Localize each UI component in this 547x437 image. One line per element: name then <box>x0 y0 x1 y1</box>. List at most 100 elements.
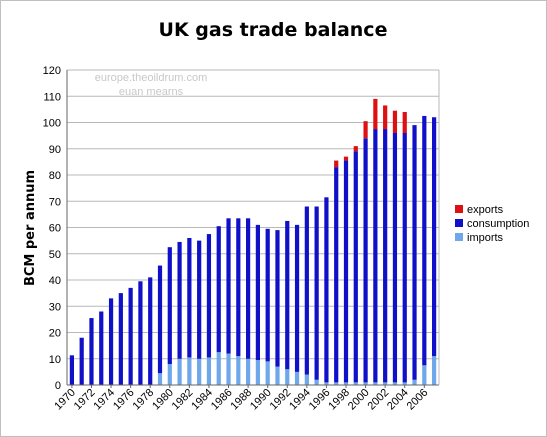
bar-consumption-2007 <box>432 117 437 357</box>
y-tick-label: 100 <box>43 118 61 130</box>
bar-consumption-1972 <box>89 318 94 385</box>
x-tick-label: 1990 <box>248 387 274 413</box>
x-tick-label: 1998 <box>326 387 352 413</box>
bar-consumption-2005 <box>412 125 417 380</box>
watermark-line-1: europe.theoildrum.com <box>95 72 208 84</box>
bar-consumption-1983 <box>197 240 202 359</box>
x-tick-label: 1978 <box>131 387 157 413</box>
bar-imports-2007 <box>432 356 437 385</box>
bar-consumption-1991 <box>275 230 280 367</box>
bar-consumption-2006 <box>422 115 427 366</box>
bar-consumption-1977 <box>138 281 143 385</box>
bar-consumption-1997 <box>334 167 339 383</box>
bar-consumption-1992 <box>285 220 290 370</box>
x-tick-label: 1986 <box>209 387 235 413</box>
x-tick-label: 2006 <box>405 387 431 413</box>
bar-imports-1986 <box>226 353 231 385</box>
bar-consumption-1970 <box>69 355 74 385</box>
bar-consumption-1979 <box>157 265 163 374</box>
x-tick-label: 1984 <box>189 387 215 413</box>
bar-consumption-1980 <box>167 247 172 364</box>
bar-imports-1998 <box>343 382 349 385</box>
x-tick-label: 2004 <box>385 387 411 413</box>
bars <box>69 98 437 385</box>
y-tick-label: 110 <box>43 91 61 103</box>
bar-consumption-1978 <box>148 277 153 385</box>
x-tick-label: 1992 <box>268 387 294 413</box>
legend-swatch-exports <box>455 205 463 213</box>
bar-exports-1997 <box>334 160 339 168</box>
y-tick-label: 80 <box>49 170 61 182</box>
bar-consumption-1981 <box>177 241 182 359</box>
y-tick-label: 70 <box>49 196 61 208</box>
y-tick-label: 40 <box>49 275 61 287</box>
bar-consumption-1993 <box>294 224 300 372</box>
legend-swatch-consumption <box>455 219 463 227</box>
bar-exports-2000 <box>363 121 368 139</box>
bar-imports-1980 <box>167 364 172 385</box>
bar-consumption-1988 <box>246 218 251 359</box>
bar-consumption-1985 <box>216 226 221 353</box>
bar-exports-2004 <box>402 112 407 133</box>
bar-imports-2005 <box>412 379 417 385</box>
bar-imports-1995 <box>314 379 319 385</box>
y-tick-label: 90 <box>49 144 61 156</box>
bar-consumption-1975 <box>118 293 123 385</box>
bar-consumption-1989 <box>255 224 260 361</box>
bar-exports-2003 <box>392 110 398 133</box>
x-tick-label: 1982 <box>170 387 196 413</box>
y-tick-label: 0 <box>55 380 61 392</box>
bar-imports-2000 <box>363 382 368 385</box>
bar-imports-1993 <box>294 371 300 385</box>
bar-imports-1988 <box>246 358 251 385</box>
bar-exports-1998 <box>343 156 349 161</box>
bar-imports-1999 <box>353 382 358 385</box>
x-tick-label: 2002 <box>365 387 391 413</box>
bar-imports-2002 <box>383 382 388 385</box>
bar-consumption-1986 <box>226 218 231 354</box>
x-tick-label: 1980 <box>150 387 176 413</box>
bar-consumption-2001 <box>373 129 378 383</box>
legend-label-imports: imports <box>467 232 504 244</box>
bar-consumption-1996 <box>324 197 329 383</box>
legend-label-exports: exports <box>467 204 504 216</box>
bar-imports-1994 <box>304 374 309 385</box>
x-tick-label: 1976 <box>111 387 137 413</box>
y-tick-label: 50 <box>49 249 61 261</box>
bar-imports-1987 <box>236 356 241 385</box>
x-tick-label: 2000 <box>346 387 372 413</box>
bar-consumption-1987 <box>236 218 241 357</box>
y-tick-label: 10 <box>49 354 61 366</box>
bar-imports-1996 <box>324 382 329 385</box>
bar-consumption-2004 <box>402 133 407 383</box>
bar-consumption-1998 <box>343 160 349 383</box>
bar-imports-1982 <box>187 357 192 385</box>
y-tick-label: 120 <box>43 65 61 77</box>
bar-consumption-2002 <box>383 129 388 383</box>
bar-consumption-1990 <box>265 228 270 362</box>
x-tick-label: 1996 <box>307 387 333 413</box>
bar-imports-1983 <box>197 358 202 385</box>
bar-imports-2004 <box>402 382 407 385</box>
bar-consumption-1999 <box>353 151 358 383</box>
x-tick-label: 1988 <box>228 387 254 413</box>
x-tick-label: 1974 <box>91 387 117 413</box>
chart-title: UK gas trade balance <box>159 19 388 41</box>
bar-imports-2001 <box>373 382 378 385</box>
bar-consumption-2003 <box>392 133 398 383</box>
bar-imports-1981 <box>177 358 182 385</box>
bar-consumption-2000 <box>363 138 368 383</box>
bar-consumption-1994 <box>304 206 309 375</box>
y-tick-label: 60 <box>49 223 61 235</box>
bar-consumption-1984 <box>206 234 212 358</box>
y-tick-label: 30 <box>49 301 61 313</box>
bar-exports-2002 <box>383 105 388 130</box>
watermark-line-2: euan mearns <box>119 86 184 98</box>
x-tick-label: 1994 <box>287 387 313 413</box>
bar-consumption-1995 <box>314 206 319 380</box>
legend: exports consumption imports <box>455 204 529 244</box>
bar-consumption-1976 <box>128 287 133 385</box>
x-tick-label: 1972 <box>72 387 98 413</box>
bar-imports-2006 <box>422 365 427 385</box>
